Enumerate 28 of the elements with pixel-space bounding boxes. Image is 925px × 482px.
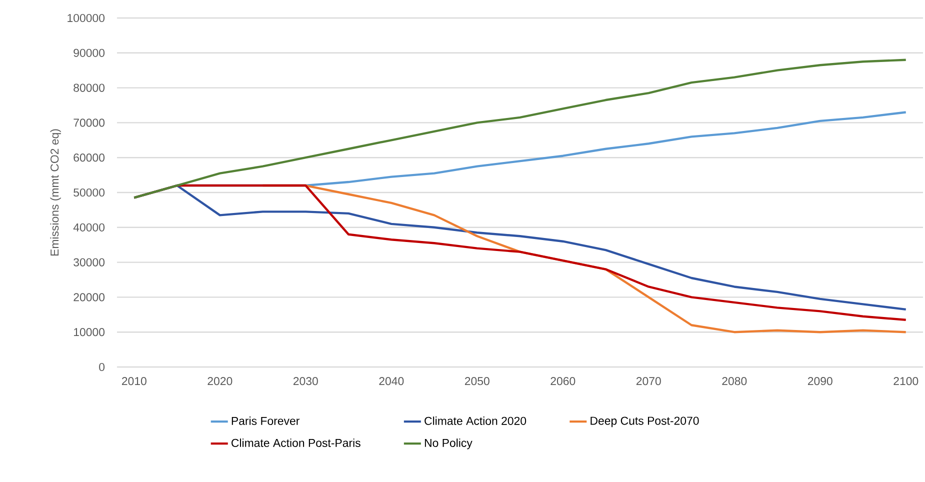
y-tick-label: 20000	[74, 293, 105, 302]
x-tick-label: 2100	[894, 377, 918, 386]
legend-label: Paris Forever	[232, 416, 300, 425]
y-tick-label: 70000	[74, 118, 105, 127]
legend-label: Climate Action 2020	[424, 416, 526, 425]
x-tick-label: 2060	[550, 377, 576, 386]
x-tick-label: 2010	[122, 377, 146, 386]
legend-label: No Policy	[424, 438, 472, 450]
x-tick-label: 2020	[208, 377, 232, 386]
y-tick-label: 80000	[74, 84, 105, 92]
x-tick-label: 2070	[636, 377, 661, 386]
legend-label: Deep Cuts Post-2070	[590, 416, 699, 428]
x-tick-label: 2030	[293, 377, 318, 386]
line-series	[133, 58, 907, 199]
y-tick-label: 10000	[74, 328, 105, 336]
y-tick-label: 40000	[73, 223, 105, 232]
y-tick-label: 100000	[68, 14, 105, 22]
x-tick-label: 2050	[464, 377, 490, 386]
y-axis-title: Emissions (mmt CO2 eq)	[50, 129, 61, 256]
y-tick-label: 60000	[74, 154, 105, 162]
x-tick-label: 2040	[379, 377, 404, 386]
y-tick-label: 30000	[74, 258, 105, 266]
x-tick-label: 2080	[722, 377, 747, 386]
x-tick-label: 2090	[808, 377, 832, 386]
y-tick-label: 90000	[74, 48, 105, 57]
legend-label: Climate Action Post-Paris	[232, 438, 360, 447]
y-tick-label: 0	[99, 362, 105, 372]
y-tick-label: 50000	[74, 188, 105, 197]
